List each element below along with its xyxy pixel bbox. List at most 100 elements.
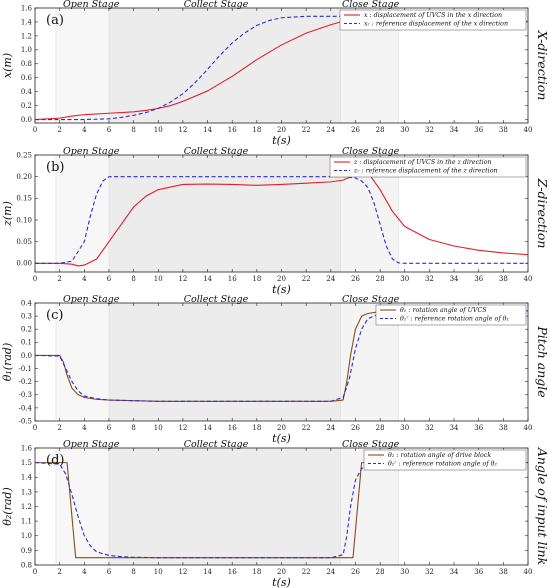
y-tick-label: 0.2 <box>21 326 32 334</box>
legend-box <box>329 156 527 178</box>
x-tick-label: 28 <box>376 126 385 134</box>
x-tick-label: 16 <box>228 424 237 432</box>
x-axis-label: t(s) <box>272 283 291 296</box>
legend-entry-1: x : displacement of UVCS in the x direct… <box>364 12 502 19</box>
x-tick-label: 10 <box>154 126 163 134</box>
legend-entry-1: z : displacement of UVCS in the z direct… <box>353 159 492 166</box>
x-tick-label: 28 <box>376 275 385 283</box>
collect-stage-label: Collect Stage <box>184 0 249 10</box>
x-tick-label: 30 <box>400 126 409 134</box>
y-tick-label: 0.2 <box>21 102 32 110</box>
x-tick-label: 6 <box>107 424 112 432</box>
x-tick-label: 30 <box>400 568 409 576</box>
x-axis-label: t(s) <box>272 134 291 147</box>
x-tick-label: 12 <box>178 424 187 432</box>
y-tick-label: 0.1 <box>21 339 32 347</box>
x-tick-label: 0 <box>33 424 37 432</box>
x-tick-label: 20 <box>277 275 286 283</box>
x-tick-label: 6 <box>107 275 112 283</box>
x-tick-label: 12 <box>178 126 187 134</box>
legend-entry-2: xᵣ : reference displacement of the x dir… <box>364 21 508 28</box>
close-stage-label: Close Stage <box>342 0 400 10</box>
x-tick-label: 4 <box>82 126 87 134</box>
x-tick-label: 24 <box>326 126 335 134</box>
y-tick-label: -0.1 <box>19 365 33 373</box>
legend-entry-1: θ₂ : rotation angle of drive block <box>388 452 491 459</box>
side-label: X-direction <box>535 30 550 101</box>
y-tick-label: 0.6 <box>21 74 33 82</box>
collect-stage-band <box>108 448 341 565</box>
legend-entry-2: θ₂ʳ : reference rotation angle of θ₂ <box>388 461 497 468</box>
x-tick-label: 34 <box>450 424 459 432</box>
series-line-1 <box>35 310 528 402</box>
y-tick-label: 1.0 <box>21 532 32 540</box>
y-tick-label: 1.3 <box>21 488 32 496</box>
y-tick-label: 1.2 <box>21 503 32 511</box>
x-tick-label: 6 <box>107 126 112 134</box>
series-line-2 <box>35 15 528 121</box>
x-tick-label: 28 <box>376 568 385 576</box>
x-tick-label: 32 <box>425 126 434 134</box>
legend-entry-2: zᵣ : reference displacement of the z dir… <box>353 168 498 175</box>
side-label: Z-direction <box>535 178 550 249</box>
x-tick-label: 40 <box>524 126 533 134</box>
y-tick-label: 0.20 <box>16 173 32 181</box>
x-tick-label: 24 <box>326 275 335 283</box>
y-tick-label: -0.4 <box>19 404 33 412</box>
x-tick-label: 4 <box>82 568 87 576</box>
x-tick-label: 2 <box>57 568 61 576</box>
side-label: Pitch angle <box>535 325 550 397</box>
y-axis-label: θ₂(rad) <box>1 487 14 525</box>
x-tick-label: 8 <box>131 568 135 576</box>
close-stage-label: Close Stage <box>342 146 400 157</box>
y-tick-label: 0.0 <box>21 352 32 360</box>
y-tick-label: 1.5 <box>21 459 32 467</box>
open-stage-label: Open Stage <box>63 146 120 157</box>
x-tick-label: 32 <box>425 424 434 432</box>
x-tick-label: 14 <box>203 424 212 432</box>
x-tick-label: 38 <box>499 275 508 283</box>
x-tick-label: 2 <box>57 424 61 432</box>
open-stage-band <box>55 8 109 123</box>
series-line-2 <box>35 176 528 264</box>
y-tick-label: -0.2 <box>19 378 33 386</box>
y-axis-label: x(m) <box>1 53 14 78</box>
x-tick-label: 4 <box>82 424 87 432</box>
x-tick-label: 16 <box>228 126 237 134</box>
close-stage-label: Close Stage <box>342 294 400 305</box>
collect-stage-label: Collect Stage <box>184 294 249 305</box>
x-tick-label: 34 <box>450 126 459 134</box>
y-tick-label: 0.4 <box>21 299 33 307</box>
open-stage-label: Open Stage <box>63 0 120 10</box>
y-tick-label: 1.6 <box>21 4 33 12</box>
x-tick-label: 36 <box>474 275 483 283</box>
x-tick-label: 4 <box>82 275 87 283</box>
legend-entry-1: θ₁ : rotation angle of UVCS <box>400 307 487 314</box>
y-tick-label: 0.05 <box>16 238 32 246</box>
x-tick-label: 10 <box>154 275 163 283</box>
x-tick-label: 10 <box>154 424 163 432</box>
open-stage-label: Open Stage <box>63 294 120 305</box>
open-stage-band <box>55 303 109 421</box>
series-line-1 <box>35 170 529 267</box>
legend-entry-2: θ₁ʳ : reference rotation angle of θ₁ <box>400 316 509 323</box>
collect-stage-band <box>108 303 341 421</box>
x-tick-label: 18 <box>252 126 261 134</box>
y-axis-label: z(m) <box>1 201 14 227</box>
collect-stage-label: Collect Stage <box>184 439 249 450</box>
y-tick-label: 0.15 <box>16 195 32 203</box>
x-tick-label: 38 <box>499 126 508 134</box>
legend-box <box>375 304 527 326</box>
y-tick-label: 1.4 <box>21 18 33 26</box>
side-label: Angle of input link <box>535 447 550 565</box>
collect-stage-label: Collect Stage <box>184 146 249 157</box>
close-stage-label: Close Stage <box>342 439 400 450</box>
x-tick-label: 18 <box>252 568 261 576</box>
open-stage-label: Open Stage <box>63 439 120 450</box>
y-tick-label: 0.4 <box>21 88 33 96</box>
x-tick-label: 26 <box>351 424 360 432</box>
x-tick-label: 2 <box>57 126 61 134</box>
x-tick-label: 22 <box>302 126 311 134</box>
x-tick-label: 40 <box>524 424 533 432</box>
